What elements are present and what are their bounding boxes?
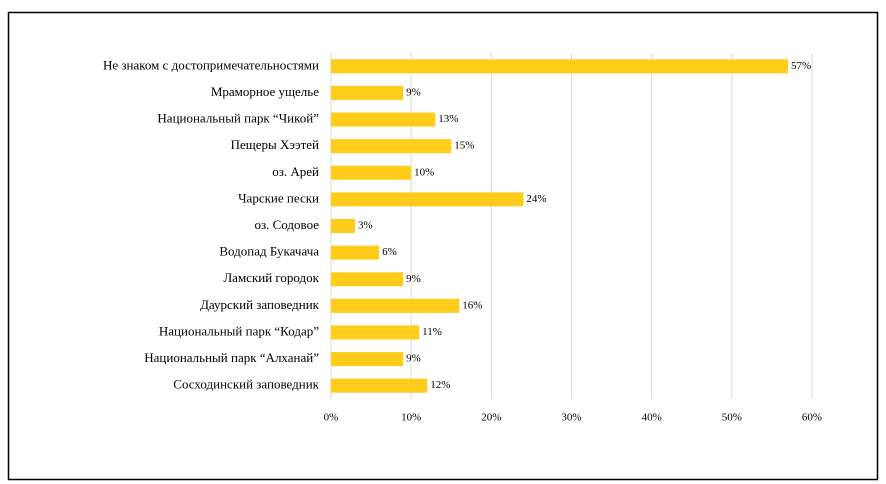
y-tick-label: Водопад Букачача [219,244,319,259]
x-tick-label: 20% [481,412,501,424]
y-tick-label: Ламский городок [223,270,319,285]
y-tick-label: оз. Содовое [254,217,319,232]
bar [331,378,428,393]
bar [331,139,452,154]
data-label: 16% [462,299,482,311]
bar [331,59,788,74]
data-label: 3% [358,220,373,232]
y-tick-label: оз. Арей [272,164,319,179]
bar [331,325,420,340]
data-label: 13% [438,113,458,125]
x-tick-label: 50% [722,412,742,424]
y-tick-label: Национальный парк “Алханай” [144,350,319,365]
y-tick-label: Мраморное ущелье [211,84,319,99]
y-tick-label: Сосходинский заповедник [173,377,319,392]
data-label: 15% [454,140,474,152]
data-label: 57% [791,60,811,72]
y-tick-label: Даурский заповедник [200,297,320,312]
x-tick-label: 60% [802,412,822,424]
y-tick-label: Пещеры Хээтей [231,137,319,152]
x-tick-label: 10% [401,412,421,424]
bar [331,192,524,207]
x-tick-label: 30% [561,412,581,424]
y-tick-label: Не знаком с достопримечательностями [103,57,319,72]
bar [331,352,404,367]
data-label: 9% [406,273,421,285]
data-label: 6% [382,246,397,258]
bar [331,165,412,180]
chart-border [7,11,879,481]
bar [331,272,404,287]
bar [331,85,404,100]
data-label: 10% [414,166,434,178]
data-label: 9% [406,86,421,98]
y-tick-label: Чарские пески [238,190,319,205]
data-label: 24% [526,193,546,205]
bar [331,245,380,260]
data-label: 9% [406,353,421,365]
bar [331,298,460,313]
bar [331,112,436,127]
data-label: 12% [430,379,450,391]
x-tick-label: 40% [642,412,662,424]
y-tick-label: Национальный парк “Кодар” [159,323,319,338]
y-tick-label: Национальный парк “Чикой” [157,111,319,126]
bar [331,219,356,233]
data-label: 11% [422,326,442,338]
x-tick-label: 0% [324,412,339,424]
